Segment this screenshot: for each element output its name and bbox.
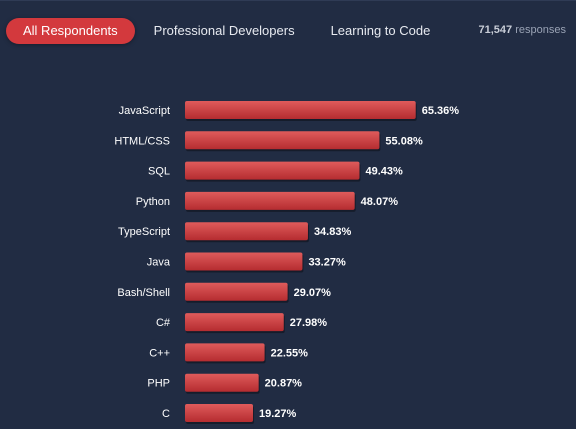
value-label: 20.87% [265,378,303,390]
bar-chart-svg: JavaScript 65.36% HTML/CSS 55.08% SQL 49.43% P… [114,101,460,424]
category-label: HTML/CSS [114,135,170,147]
value-label: 48.07% [361,196,399,208]
tab-professional-developers[interactable]: Professional Developers [153,23,295,38]
responses-number: 71,547 [478,24,513,36]
bar[interactable] [185,131,380,150]
bar[interactable] [185,313,284,332]
tab-all-respondents[interactable]: All Respondents [6,18,135,44]
category-label: C [162,408,170,420]
bar[interactable] [185,222,308,241]
responses-suffix: responses [515,24,566,36]
value-label: 49.43% [365,166,403,178]
value-label: 65.36% [422,105,460,117]
bar[interactable] [185,252,303,271]
tab-learning-to-code[interactable]: Learning to Code [330,23,431,38]
category-label: Python [136,196,170,208]
category-label: TypeScript [118,226,170,238]
responses-count: 71,547 responses [479,24,566,36]
value-label: 19.27% [259,408,297,420]
value-label: 33.27% [308,257,346,269]
bar[interactable] [185,404,254,422]
bar[interactable] [185,343,265,362]
category-label: Bash/Shell [117,287,170,299]
category-label: SQL [148,166,170,178]
category-label: C# [156,317,171,329]
value-label: 22.55% [271,347,309,359]
bar[interactable] [185,373,259,392]
value-label: 29.07% [294,287,332,299]
respondent-tabs: All Respondents Professional Developers … [6,18,449,44]
value-label: 34.83% [314,226,352,238]
category-label: C++ [149,347,170,359]
bar[interactable] [185,282,288,301]
value-label: 55.08% [385,135,423,147]
bar[interactable] [185,191,355,210]
category-label: JavaScript [119,105,170,117]
category-label: Java [147,257,171,269]
top-divider [0,0,576,1]
bar[interactable] [185,161,360,180]
category-label: PHP [147,378,170,390]
language-bar-chart: JavaScript 65.36% HTML/CSS 55.08% SQL 49.43% P… [0,92,576,429]
value-label: 27.98% [290,317,328,329]
bar[interactable] [185,101,416,119]
